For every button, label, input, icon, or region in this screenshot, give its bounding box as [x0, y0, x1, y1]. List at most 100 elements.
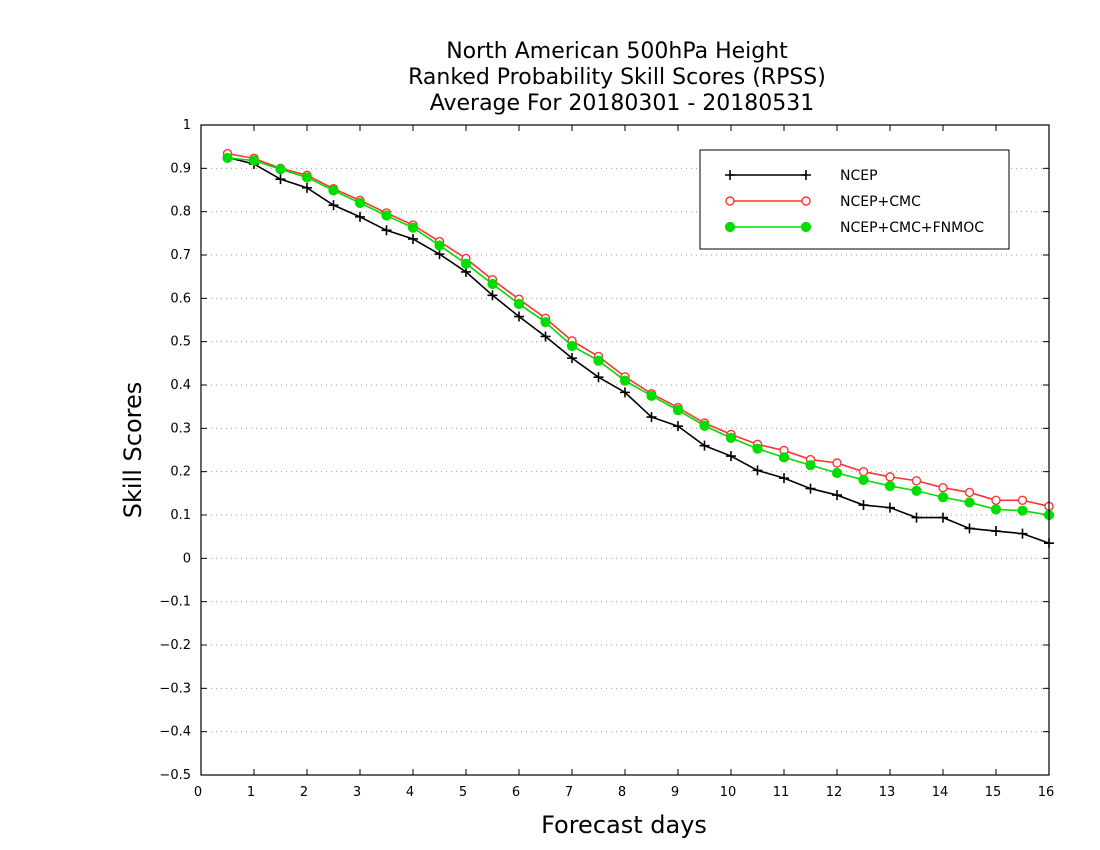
point-ncep-cmc-fnmoc — [646, 390, 657, 401]
y-tick-label: 0.8 — [170, 205, 191, 220]
point-ncep-cmc-fnmoc — [328, 185, 339, 196]
point-ncep-cmc-fnmoc — [407, 222, 419, 233]
point-ncep-cmc-fnmoc — [990, 504, 1002, 515]
point-ncep — [540, 331, 551, 342]
legend: NCEP NCEP+CMC NCEP+CMC+FNMOC — [699, 149, 1010, 250]
gridlines — [201, 167, 1049, 733]
point-ncep-cmc-fnmoc — [778, 452, 790, 463]
point-ncep-cmc — [911, 476, 922, 486]
x-tick-label: 12 — [826, 785, 843, 800]
y-tick-label: 0.3 — [170, 421, 191, 436]
point-ncep — [673, 421, 683, 432]
x-tick-label: 4 — [406, 785, 414, 800]
point-ncep — [964, 523, 975, 534]
point-ncep-cmc-fnmoc — [301, 172, 313, 183]
point-ncep — [858, 500, 869, 511]
legend-box — [699, 149, 1010, 250]
y-tick-label: 1 — [183, 118, 191, 133]
point-ncep — [832, 490, 842, 501]
point-ncep-cmc-fnmoc — [434, 240, 445, 251]
point-ncep-cmc-fnmoc — [619, 375, 631, 386]
point-ncep — [885, 502, 895, 513]
point-ncep-cmc-fnmoc — [937, 492, 949, 503]
point-ncep-cmc-fnmoc — [831, 467, 843, 479]
series-ncep-cmc-fnmoc — [222, 152, 1055, 521]
legend-marker-ncep — [801, 170, 811, 180]
point-ncep-cmc-fnmoc — [248, 155, 260, 166]
x-tick-label: 15 — [985, 785, 1002, 800]
point-ncep-cmc — [858, 466, 869, 477]
point-ncep — [805, 483, 816, 494]
y-tick-label: −0.3 — [159, 681, 191, 696]
x-tick-label: 3 — [353, 785, 361, 800]
x-tick-label: 1 — [247, 785, 255, 800]
point-ncep-cmc-fnmoc — [566, 340, 578, 352]
y-tick-label: 0.9 — [170, 161, 191, 176]
point-ncep-cmc-fnmoc — [911, 485, 922, 496]
legend-label-ncep-cmc: NCEP+CMC — [840, 194, 921, 210]
plot-frame — [200, 124, 1050, 776]
x-tick-label: 10 — [720, 785, 737, 800]
point-ncep — [779, 473, 789, 484]
series-line-ncep — [227, 156, 1050, 544]
y-tick-label: −0.4 — [159, 725, 191, 740]
point-ncep — [434, 249, 445, 260]
legend-label-ncep: NCEP — [840, 168, 878, 184]
point-ncep — [275, 174, 286, 185]
title-line-1: North American 500hPa Height — [446, 39, 788, 64]
legend-marker-ncep-cmc-fnmoc — [800, 221, 812, 233]
point-ncep-cmc-fnmoc — [540, 317, 551, 328]
title-line-3: Average For 20180301 - 20180531 — [430, 91, 815, 116]
series-ncep — [222, 152, 1054, 549]
point-ncep — [991, 526, 1001, 537]
point-ncep-cmc-fnmoc — [964, 497, 975, 508]
y-tick-label: 0.6 — [170, 291, 191, 306]
y-tick-label: 0.5 — [170, 335, 191, 350]
chart-title: North American 500hPa Height Ranked Prob… — [408, 39, 826, 116]
legend-label-ncep-cmc-fnmoc: NCEP+CMC+FNMOC — [840, 220, 984, 236]
point-ncep — [567, 353, 577, 364]
point-ncep-cmc-fnmoc — [381, 210, 392, 221]
point-ncep-cmc-fnmoc — [672, 405, 684, 416]
legend-marker-ncep-cmc-fnmoc — [724, 221, 736, 233]
x-axis-title: Forecast days — [541, 811, 707, 839]
x-tick-label: 16 — [1038, 785, 1055, 800]
point-ncep — [381, 225, 392, 236]
point-ncep-cmc-fnmoc — [354, 197, 366, 209]
x-tick-label: 5 — [459, 785, 467, 800]
x-tick-label: 13 — [879, 785, 896, 800]
point-ncep-cmc — [832, 458, 842, 468]
x-axis-ticks: 0 1 2 3 4 5 6 7 8 9 10 11 12 13 14 15 16 — [194, 125, 1054, 800]
point-ncep-cmc — [964, 487, 975, 498]
point-ncep — [938, 512, 948, 523]
point-ncep — [620, 387, 630, 398]
point-ncep-cmc-fnmoc — [858, 474, 869, 485]
point-ncep-cmc — [1017, 495, 1028, 505]
title-line-2: Ranked Probability Skill Scores (RPSS) — [408, 65, 826, 90]
x-tick-label: 7 — [565, 785, 573, 800]
x-tick-label: 11 — [773, 785, 790, 800]
x-tick-label: 0 — [194, 785, 202, 800]
y-tick-label: −0.5 — [159, 768, 191, 783]
point-ncep-cmc-fnmoc — [752, 443, 763, 454]
point-ncep-cmc-fnmoc — [513, 298, 525, 310]
x-tick-label: 6 — [512, 785, 520, 800]
legend-marker-ncep — [725, 170, 735, 180]
point-ncep-cmc-fnmoc — [460, 258, 472, 269]
y-tick-label: 0.7 — [170, 248, 191, 263]
y-axis-title: Skill Scores — [119, 382, 147, 519]
point-ncep — [699, 440, 710, 451]
point-ncep-cmc-fnmoc — [725, 432, 737, 443]
point-ncep — [911, 512, 922, 523]
x-tick-label: 9 — [671, 785, 679, 800]
x-tick-label: 14 — [932, 785, 949, 800]
point-ncep-cmc — [991, 495, 1001, 505]
legend-marker-ncep-cmc — [725, 196, 735, 206]
y-axis-ticks: −0.5 −0.4 −0.3 −0.2 −0.1 0 0.1 0.2 0.3 0.4 0.5 0.6 0… — [159, 118, 1049, 783]
point-ncep — [752, 465, 763, 476]
point-ncep-cmc-fnmoc — [884, 480, 896, 492]
legend-marker-ncep-cmc — [801, 196, 811, 206]
y-tick-label: 0 — [183, 551, 191, 566]
point-ncep-cmc-fnmoc — [699, 420, 710, 431]
